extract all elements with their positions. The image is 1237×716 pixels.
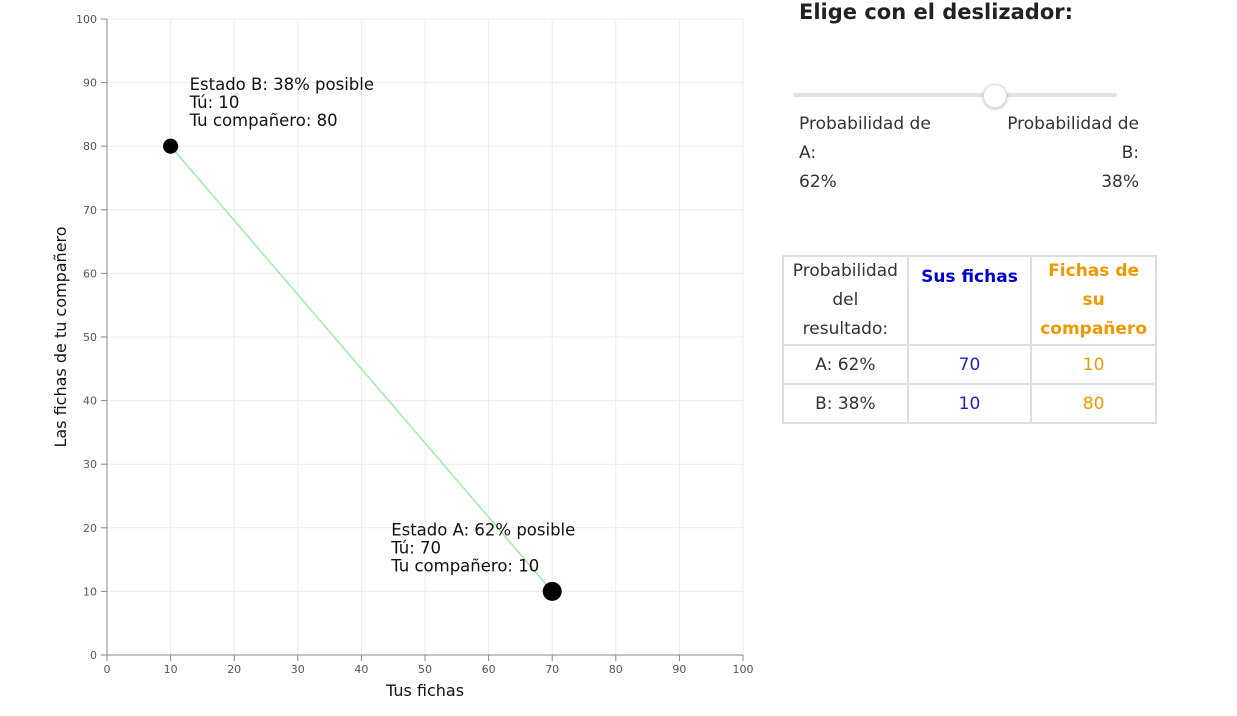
y-tick-label: 0 (90, 649, 97, 662)
state-a-point (542, 581, 562, 601)
slider-thumb[interactable] (982, 84, 1007, 108)
outcome-chart: 0 10 20 30 40 50 60 70 80 90 100 0 10 20 30 40 50 60 70 80 9… (51, 13, 754, 700)
probability-a-line: Probabilidad de (799, 114, 931, 134)
x-axis-title: Tus fichas (385, 681, 464, 700)
chart-grid (107, 18, 744, 655)
probability-a-line: A: (799, 143, 817, 163)
header-probability-line: del resultado: (802, 290, 889, 339)
probability-b-value: 38% (1101, 172, 1139, 192)
probability-slider[interactable] (793, 84, 1117, 108)
connector-line (170, 145, 553, 592)
state-b-annotation: Tu compañero: 80 (189, 111, 338, 130)
x-tick-label: 80 (609, 663, 623, 676)
outcome-table: Probabilidad del resultado: Sus fichas F… (782, 255, 1157, 424)
y-tick-label: 70 (83, 204, 97, 217)
x-tick-label: 0 (104, 663, 111, 676)
table-header-row: Probabilidad del resultado: Sus fichas F… (782, 255, 1157, 346)
y-tick-label: 40 (83, 395, 97, 408)
state-b-point (163, 138, 179, 154)
state-b-annotation: Tú: 10 (189, 93, 240, 112)
x-tick-label: 90 (672, 663, 686, 676)
header-partner-tokens: Fichas de su compañero (1030, 255, 1157, 346)
header-your-tokens-label: Sus fichas (921, 267, 1018, 287)
row-your-tokens: 70 (906, 344, 1033, 385)
row-partner-tokens: 10 (1030, 344, 1157, 385)
x-tick-label: 20 (227, 663, 241, 676)
x-tick-label: 70 (545, 663, 559, 676)
header-partner-line: compañero (1040, 319, 1147, 339)
table-row: B: 38% 10 80 (782, 383, 1157, 424)
row-partner-tokens: 80 (1030, 383, 1157, 424)
state-a-annotation: Tu compañero: 10 (390, 556, 539, 575)
probability-b-label: Probabilidad de B: 38% (994, 110, 1139, 197)
y-tick-label: 90 (83, 77, 97, 90)
y-axis-title: Las fichas de tu compañero (51, 226, 70, 447)
probability-b-line: Probabilidad de (1007, 114, 1139, 134)
y-tick-label: 30 (83, 458, 97, 471)
row-outcome: A: 62% (782, 344, 909, 385)
state-a-annotation: Tú: 70 (390, 538, 441, 557)
header-your-tokens: Sus fichas (906, 255, 1033, 346)
header-probability: Probabilidad del resultado: (782, 255, 909, 346)
row-your-tokens: 10 (906, 383, 1033, 424)
x-tick-label: 50 (418, 663, 432, 676)
y-tick-label: 10 (83, 585, 97, 598)
x-tick-label: 60 (482, 663, 496, 676)
chart-axes: 0 10 20 30 40 50 60 70 80 90 100 0 10 20 30 40 50 60 70 80 9… (76, 13, 754, 676)
x-tick-label: 100 (733, 663, 754, 676)
slider-track[interactable] (793, 93, 1117, 97)
probability-a-value: 62% (799, 172, 837, 192)
x-tick-label: 30 (291, 663, 305, 676)
header-probability-line: Probabilidad (792, 261, 898, 281)
table-row: A: 62% 70 10 (782, 344, 1157, 385)
x-tick-label: 40 (354, 663, 368, 676)
y-tick-label: 60 (83, 267, 97, 280)
probability-a-label: Probabilidad de A: 62% (799, 110, 944, 197)
y-tick-label: 80 (83, 140, 97, 153)
row-outcome: B: 38% (782, 383, 909, 424)
header-partner-line: Fichas de su (1048, 261, 1140, 310)
x-tick-label: 10 (164, 663, 178, 676)
slider-title: Elige con el deslizador: (799, 0, 1073, 24)
probability-b-line: B: (1121, 143, 1139, 163)
state-a-annotation: Estado A: 62% posible (391, 520, 575, 539)
y-tick-label: 100 (76, 13, 97, 26)
y-tick-label: 50 (83, 331, 97, 344)
state-b-annotation: Estado B: 38% posible (190, 75, 374, 94)
y-tick-label: 20 (83, 522, 97, 535)
